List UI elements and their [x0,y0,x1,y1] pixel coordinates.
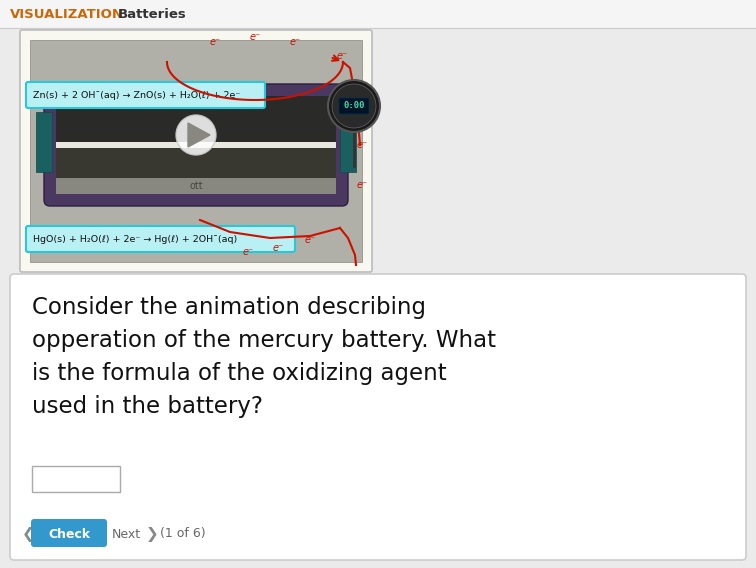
Text: e⁻: e⁻ [243,247,253,257]
Text: Zn(s) + 2 OH¯(aq) → ZnO(s) + H₂O(ℓ) + 2e⁻: Zn(s) + 2 OH¯(aq) → ZnO(s) + H₂O(ℓ) + 2e… [33,90,240,99]
Text: e⁻: e⁻ [272,243,284,253]
Circle shape [328,80,380,132]
Text: e⁻: e⁻ [209,37,221,47]
Text: e⁻: e⁻ [336,51,348,61]
Bar [32,466,120,492]
FancyBboxPatch shape [20,30,372,272]
Text: Next: Next [112,528,141,541]
Bar [56,142,336,148]
Text: VISUALIZATION: VISUALIZATION [10,7,124,20]
Circle shape [176,115,216,155]
Text: e⁻: e⁻ [305,235,315,245]
Text: HgO(s) + H₂O(ℓ) + 2e⁻ → Hg(ℓ) + 2OH¯(aq): HgO(s) + H₂O(ℓ) + 2e⁻ → Hg(ℓ) + 2OH¯(aq) [33,235,237,244]
Text: e⁻: e⁻ [356,180,367,190]
Text: e⁻: e⁻ [290,37,301,47]
Bar [340,112,356,172]
Bar [56,96,336,147]
FancyBboxPatch shape [10,274,746,560]
Text: (1 of 6): (1 of 6) [160,528,206,541]
Text: Consider the animation describing
opperation of the mercury battery. What
is the: Consider the animation describing oppera… [32,296,496,417]
Bar [0,0,756,28]
Text: Batteries: Batteries [118,7,187,20]
FancyBboxPatch shape [44,84,348,206]
Text: Check: Check [48,528,90,541]
Bar [36,112,52,172]
Text: e⁻: e⁻ [356,140,367,150]
Bar [56,147,336,194]
Text: ott: ott [189,181,203,191]
Circle shape [332,84,376,128]
Text: ❯: ❯ [146,527,159,541]
FancyBboxPatch shape [26,226,295,252]
Bar [56,178,336,194]
FancyBboxPatch shape [339,98,369,114]
Text: e⁻: e⁻ [249,32,261,42]
Bar [30,40,362,262]
Text: 0:00: 0:00 [343,102,364,111]
Polygon shape [188,123,210,147]
FancyBboxPatch shape [26,82,265,108]
Text: ❮: ❮ [22,527,35,541]
FancyBboxPatch shape [31,519,107,547]
